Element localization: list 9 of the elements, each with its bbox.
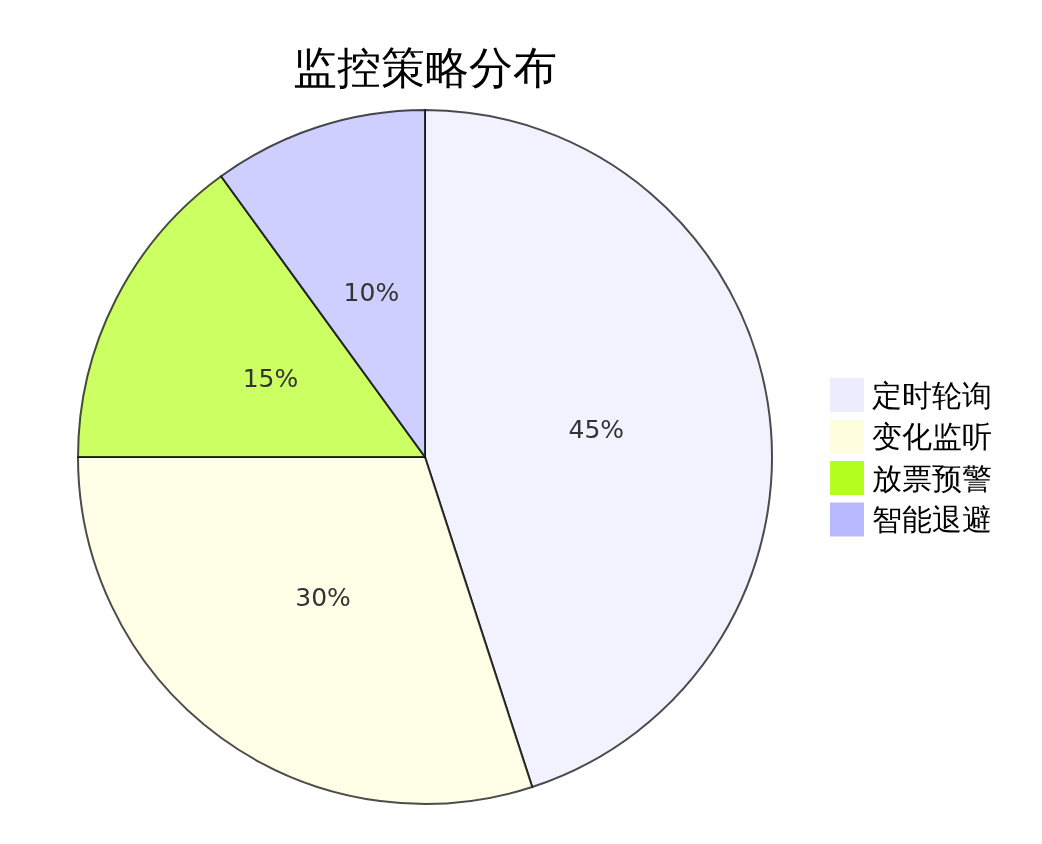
data-label: 15% (242, 363, 299, 393)
data-label: 45% (568, 415, 625, 445)
chart-title: 监控策略分布 (293, 42, 557, 93)
data-label: 30% (295, 582, 351, 612)
legend-label: 定时轮询 (872, 377, 992, 413)
data-label: 10% (343, 277, 400, 307)
legend-label: 智能退避 (872, 502, 992, 537)
legend-label: 变化监听 (872, 419, 992, 454)
legend-label: 放票预警 (872, 460, 992, 496)
